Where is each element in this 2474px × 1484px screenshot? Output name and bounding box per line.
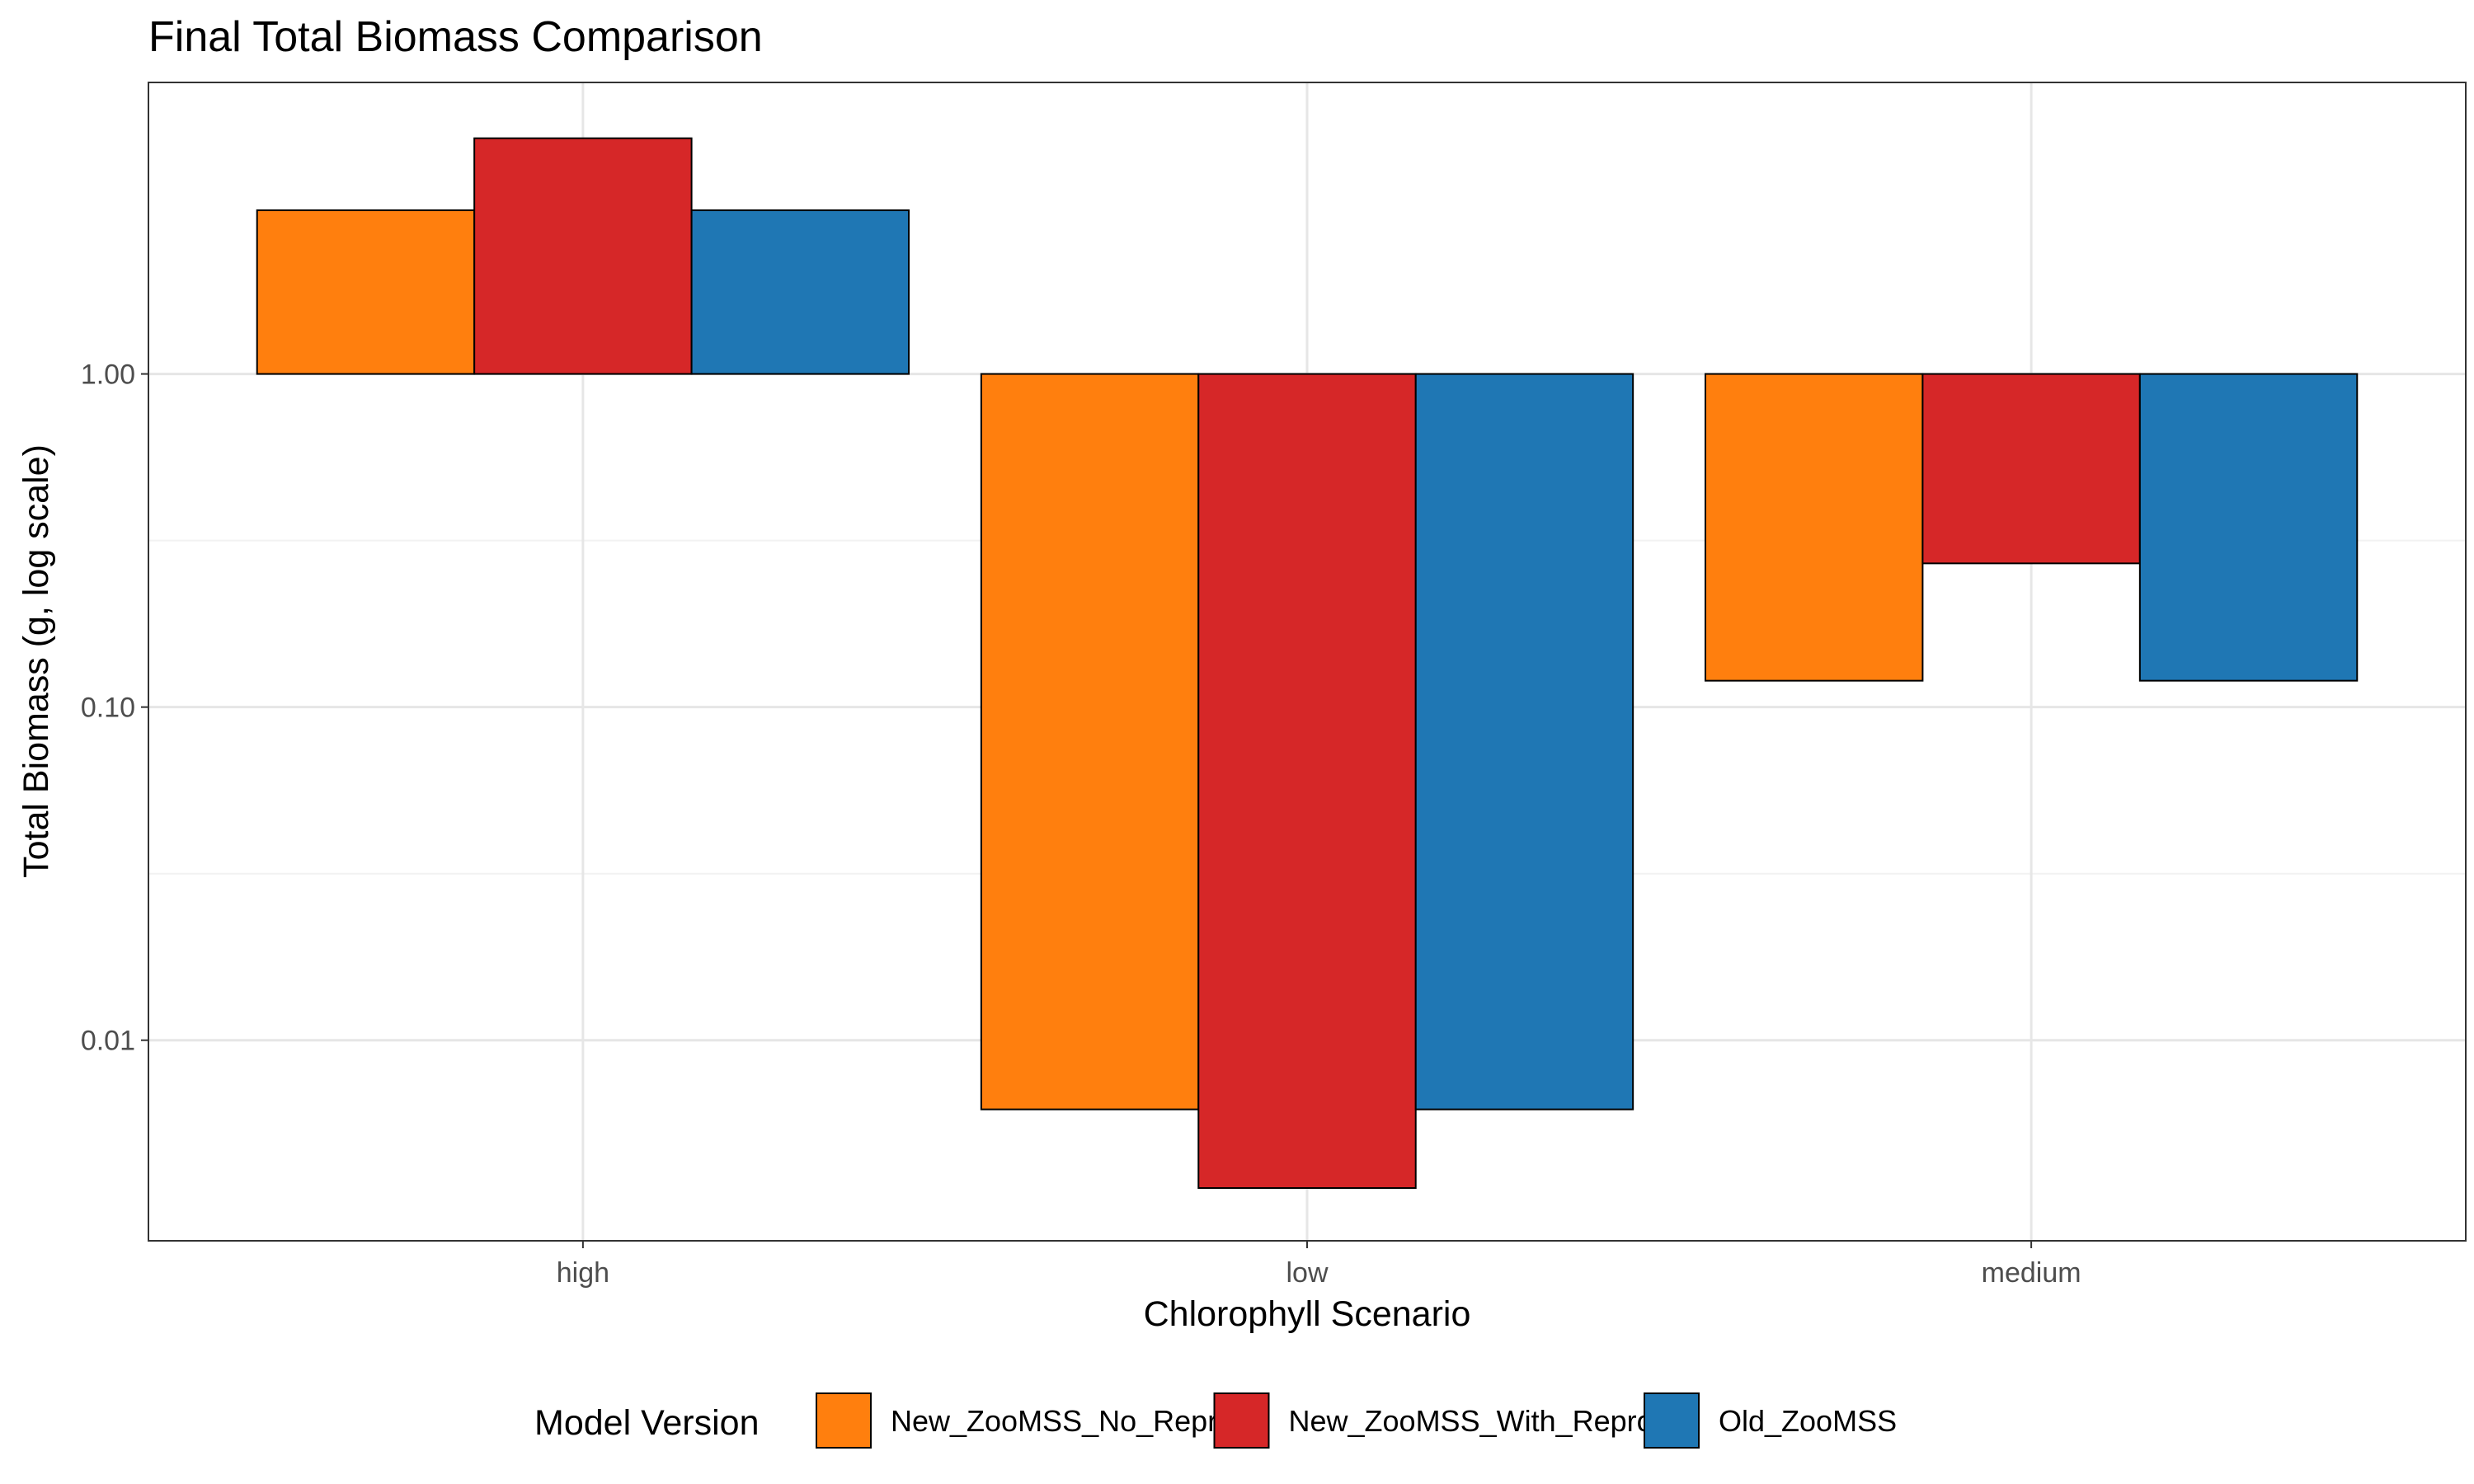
bars bbox=[256, 137, 2359, 1190]
axis-ticks: 1.00 0.10 0.01 high low medium bbox=[81, 359, 2081, 1289]
y-tick-label: 0.01 bbox=[81, 1026, 135, 1057]
legend-title: Model Version bbox=[534, 1403, 760, 1443]
bar bbox=[1704, 373, 1924, 682]
bar bbox=[980, 373, 1200, 1111]
y-axis-title: Total Biomass (g, log scale) bbox=[16, 444, 56, 878]
bar bbox=[256, 209, 476, 375]
x-axis-title: Chlorophyll Scenario bbox=[1144, 1294, 1471, 1334]
legend-key bbox=[1213, 1392, 1270, 1449]
bar bbox=[473, 137, 693, 375]
legend-items: New_ZooMSS_No_Repro New_ZooMSS_With_Repro… bbox=[816, 1392, 1897, 1449]
legend: Model Version New_ZooMSS_No_Repro New_Zoo… bbox=[534, 1392, 1897, 1449]
bar bbox=[2138, 373, 2359, 682]
bar bbox=[690, 209, 910, 375]
bar bbox=[1921, 373, 2141, 565]
legend-key bbox=[816, 1392, 872, 1449]
chart-title: Final Total Biomass Comparison bbox=[148, 13, 763, 61]
x-tick-label: low bbox=[1286, 1257, 1328, 1289]
bar bbox=[1414, 373, 1634, 1111]
legend-label: New_ZooMSS_With_Repro bbox=[1289, 1404, 1653, 1438]
y-tick-label: 1.00 bbox=[81, 359, 135, 391]
legend-label: Old_ZooMSS bbox=[1719, 1404, 1897, 1438]
x-tick-label: high bbox=[557, 1257, 609, 1289]
legend-label: New_ZooMSS_No_Repro bbox=[891, 1404, 1234, 1438]
x-tick-label: medium bbox=[1982, 1257, 2081, 1289]
y-tick-label: 0.10 bbox=[81, 693, 135, 724]
legend-key bbox=[1644, 1392, 1700, 1449]
bar bbox=[1197, 373, 1417, 1190]
